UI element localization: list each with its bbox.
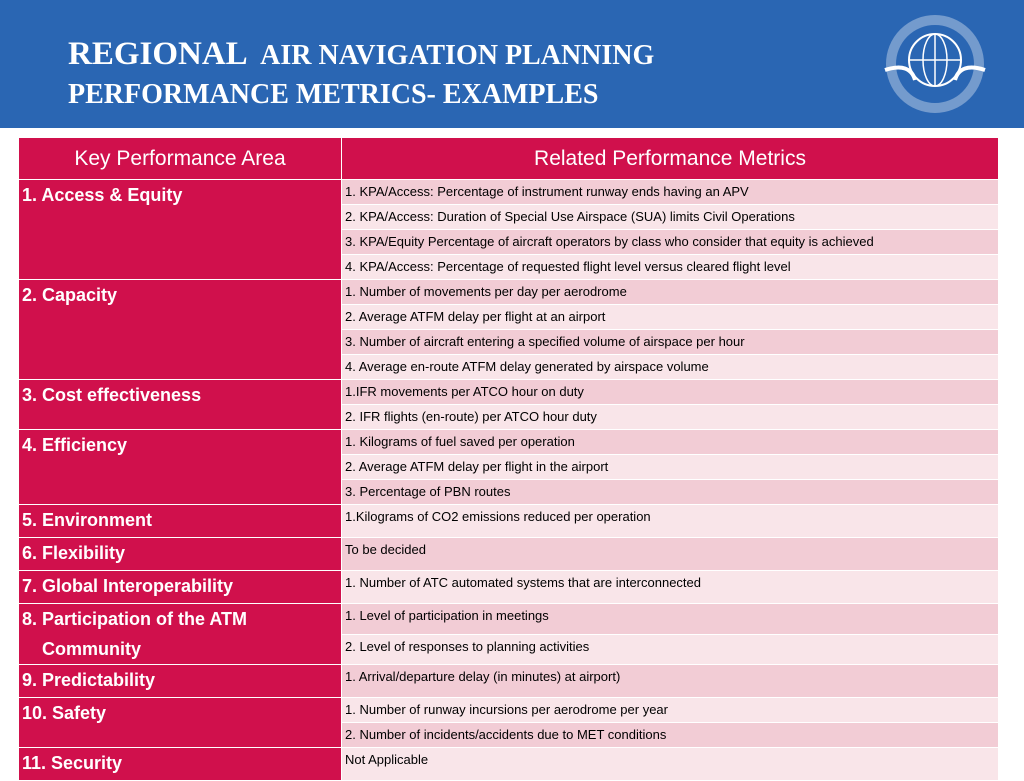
area-label: 1. Access & Equity bbox=[22, 185, 183, 205]
title-line-1: REGIONAL AIR NAVIGATION PLANNING bbox=[68, 36, 654, 73]
area-label: 4. Efficiency bbox=[22, 435, 128, 455]
metric-cell: 4. Average en-route ATFM delay generated… bbox=[341, 354, 999, 380]
table-row: 11. Security Not Applicable bbox=[18, 747, 999, 781]
metric-cell: 3. Percentage of PBN routes bbox=[341, 479, 999, 505]
table-row: 2. KPA/Access: Duration of Special Use A… bbox=[19, 204, 999, 230]
column-header: Key Performance Area bbox=[18, 137, 342, 180]
metric-cell: 1.Kilograms of CO2 emissions reduced per… bbox=[341, 504, 999, 538]
header-row: Key Performance Area Related Performance… bbox=[18, 137, 999, 180]
metric-cell: 2. Average ATFM delay per flight in the … bbox=[341, 454, 999, 480]
metric-cell: 2. Level of responses to planning activi… bbox=[341, 633, 999, 665]
table-row: 3. Percentage of PBN routes bbox=[19, 479, 999, 505]
area-label: 9. Predictability bbox=[22, 670, 156, 690]
area-label: 8. Participation of the ATM Community bbox=[22, 609, 248, 659]
metric-cell: 3. Number of aircraft entering a specifi… bbox=[341, 329, 999, 355]
table-row: 2. Average ATFM delay per flight in the … bbox=[19, 454, 999, 480]
title-big: REGIONAL bbox=[68, 36, 248, 72]
metric-cell: 2. Number of incidents/accidents due to … bbox=[341, 722, 999, 748]
metric-cell: 1. Number of movements per day per aerod… bbox=[341, 279, 999, 305]
area-cell: 11. Security bbox=[18, 747, 342, 781]
table-row: 8. Participation of the ATM Community 1. … bbox=[18, 603, 999, 665]
table-row: 2. Average ATFM delay per flight at an a… bbox=[19, 304, 999, 330]
area-cell: 2. Capacity bbox=[18, 279, 342, 380]
area-label: 5. Environment bbox=[22, 510, 153, 530]
table-row: 4. Average en-route ATFM delay generated… bbox=[19, 354, 999, 380]
area-cell: 1. Access & Equity bbox=[18, 179, 342, 280]
table-row: 3. Number of aircraft entering a specifi… bbox=[19, 329, 999, 355]
metric-cell: 1.IFR movements per ATCO hour on duty bbox=[341, 379, 999, 405]
metric-cell: 1. Arrival/departure delay (in minutes) … bbox=[341, 664, 999, 698]
title-rest: AIR NAVIGATION PLANNING bbox=[260, 40, 655, 71]
kpa-table: Key Performance Area Related Performance… bbox=[18, 137, 999, 781]
area-cell: 9. Predictability bbox=[18, 664, 342, 698]
area-label: 7. Global Interoperability bbox=[22, 576, 234, 596]
area-cell: 3. Cost effectiveness bbox=[18, 379, 342, 430]
metric-cell: 2. IFR flights (en-route) per ATCO hour … bbox=[341, 404, 999, 430]
area-cell: 8. Participation of the ATM Community bbox=[18, 603, 342, 665]
metric-cell: 1. Number of runway incursions per aerod… bbox=[341, 697, 999, 723]
table-row: 1. Access & Equity 1. KPA/Access: Percent… bbox=[18, 179, 999, 280]
area-label: 2. Capacity bbox=[22, 285, 118, 305]
area-cell: 6. Flexibility bbox=[18, 537, 342, 571]
metric-cell: 1. Level of participation in meetings bbox=[341, 603, 999, 635]
table-row: 5. Environment 1.Kilograms of CO2 emissio… bbox=[18, 504, 999, 538]
table-row: 2. Level of responses to planning activi… bbox=[19, 633, 999, 665]
area-cell: 5. Environment bbox=[18, 504, 342, 538]
table-row: 2. IFR flights (en-route) per ATCO hour … bbox=[19, 404, 999, 430]
area-label: 10. Safety bbox=[22, 703, 107, 723]
table-row: 4. Efficiency 1. Kilograms of fuel saved … bbox=[18, 429, 999, 505]
table-row: 3. Cost effectiveness 1.IFR movements per… bbox=[18, 379, 999, 430]
table-row: 10. Safety 1. Number of runway incursions… bbox=[18, 697, 999, 748]
metric-cell: 3. KPA/Equity Percentage of aircraft ope… bbox=[341, 229, 999, 255]
table-row: 6. Flexibility To be decided bbox=[18, 537, 999, 571]
table-row: 3. KPA/Equity Percentage of aircraft ope… bbox=[19, 229, 999, 255]
column-header: Related Performance Metrics bbox=[341, 137, 999, 180]
table-row: 9. Predictability 1. Arrival/departure de… bbox=[18, 664, 999, 698]
table-row: 4. KPA/Access: Percentage of requested f… bbox=[19, 254, 999, 280]
table-row: 7. Global Interoperability 1. Number of A… bbox=[18, 570, 999, 604]
title-line-2: PERFORMANCE METRICS- EXAMPLES bbox=[68, 79, 599, 110]
metric-cell: Not Applicable bbox=[341, 747, 999, 781]
area-label: 3. Cost effectiveness bbox=[22, 385, 202, 405]
area-cell: 10. Safety bbox=[18, 697, 342, 748]
metric-cell: 1. Kilograms of fuel saved per operation bbox=[341, 429, 999, 455]
metric-cell: 4. KPA/Access: Percentage of requested f… bbox=[341, 254, 999, 280]
table-row: 2. Capacity 1. Number of movements per da… bbox=[18, 279, 999, 380]
metric-cell: 2. KPA/Access: Duration of Special Use A… bbox=[341, 204, 999, 230]
metric-cell: To be decided bbox=[341, 537, 999, 571]
metric-cell: 1. Number of ATC automated systems that … bbox=[341, 570, 999, 604]
area-label: 11. Security bbox=[22, 753, 123, 773]
header-band: REGIONAL AIR NAVIGATION PLANNING PERFORM… bbox=[0, 0, 1024, 128]
table-row: 2. Number of incidents/accidents due to … bbox=[19, 722, 999, 748]
logo bbox=[884, 15, 986, 113]
area-cell: 7. Global Interoperability bbox=[18, 570, 342, 604]
metric-cell: 1. KPA/Access: Percentage of instrument … bbox=[341, 179, 999, 205]
metric-cell: 2. Average ATFM delay per flight at an a… bbox=[341, 304, 999, 330]
area-label: 6. Flexibility bbox=[22, 543, 126, 563]
area-cell: 4. Efficiency bbox=[18, 429, 342, 505]
